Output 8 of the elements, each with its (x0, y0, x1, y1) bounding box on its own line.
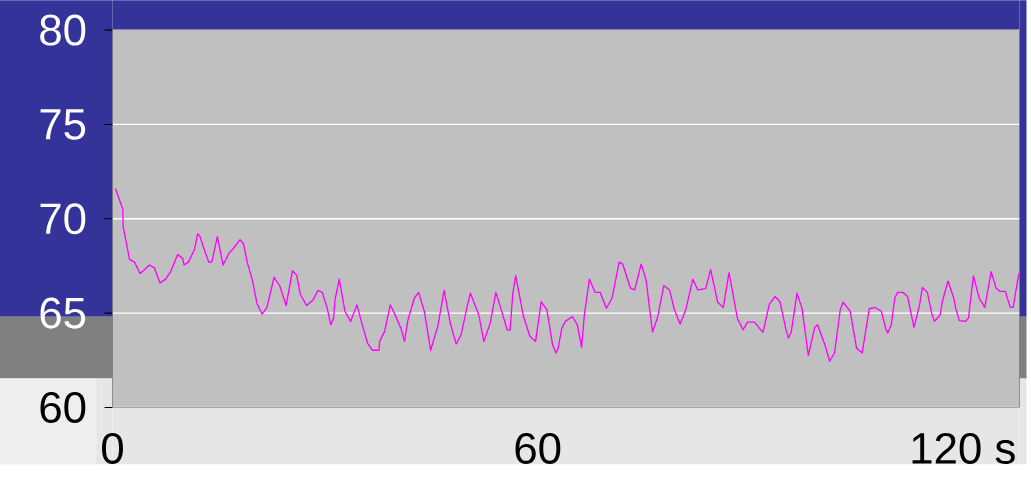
y-tick-label: 80 (40, 14, 86, 46)
x-tick-label: 120 s (912, 433, 1015, 465)
x-tick-label: 60 (515, 433, 561, 465)
y-tick-label: 60 (40, 392, 86, 424)
y-tick-label: 65 (40, 297, 86, 329)
y-tick-label: 75 (40, 109, 86, 140)
x-tick-label: 0 (102, 433, 123, 465)
y-tick-label: 70 (40, 203, 86, 235)
